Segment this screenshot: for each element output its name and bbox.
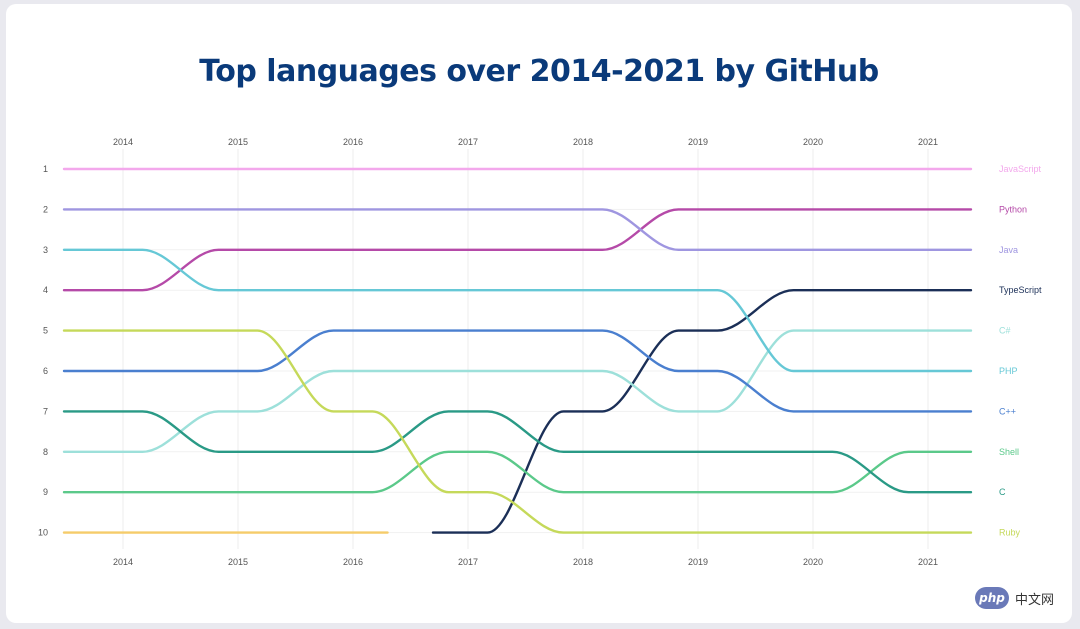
series-label-cpp: C++ [999,406,1016,416]
y-tick-8: 8 [43,447,48,457]
y-tick-4: 4 [43,285,48,295]
series-label-shell: Shell [999,447,1019,457]
y-tick-3: 3 [43,245,48,255]
series-line-ruby [62,329,973,534]
x-tick-bottom-2020: 2020 [803,557,823,567]
series-label-ruby: Ruby [999,528,1021,538]
series-lines [62,167,973,534]
x-tick-top-2018: 2018 [573,137,593,147]
y-tick-9: 9 [43,487,48,497]
x-tick-top-2017: 2017 [458,137,478,147]
bump-chart: 2014 2014 2015 2015 2016 2016 2017 2017 2018 2018… [38,137,1042,567]
x-tick-top-2020: 2020 [803,137,823,147]
series-line-shell [62,450,973,494]
series-label-java: Java [999,245,1018,255]
x-tick-bottom-2016: 2016 [343,557,363,567]
x-tick-top-2015: 2015 [228,137,248,147]
chart-title: Top languages over 2014-2021 by GitHub [199,54,879,89]
y-tick-6: 6 [43,366,48,376]
series-label-php: PHP [999,366,1018,376]
chart-card: Top languages over 2014-2021 by GitHub 2… [6,4,1072,623]
y-tick-2: 2 [43,204,48,214]
series-label-typescript: TypeScript [999,285,1042,295]
series-label-c: C [999,487,1006,497]
watermark: php 中文网 [974,587,1054,609]
series-line-python [62,208,973,292]
series-line-typescript [431,289,973,534]
y-tick-7: 7 [43,406,48,416]
series-label-javascript: JavaScript [999,164,1042,174]
axis-labels: 2014 2014 2015 2015 2016 2016 2017 2017 2018 2018… [38,137,1042,567]
x-tick-bottom-2019: 2019 [688,557,708,567]
x-tick-top-2016: 2016 [343,137,363,147]
series-label-python: Python [999,204,1027,214]
x-tick-bottom-2018: 2018 [573,557,593,567]
x-tick-top-2019: 2019 [688,137,708,147]
series-label-csharp: C# [999,326,1011,336]
series-line-csharp [62,329,973,453]
x-tick-bottom-2017: 2017 [458,557,478,567]
x-tick-top-2014: 2014 [113,137,133,147]
series-line-php [62,248,973,373]
x-tick-bottom-2015: 2015 [228,557,248,567]
x-tick-top-2021: 2021 [918,137,938,147]
series-line-java [62,208,973,251]
y-tick-10: 10 [38,528,48,538]
series-line-c [62,410,973,494]
watermark-text: 中文网 [1014,592,1054,608]
php-logo-icon: php [974,587,1009,609]
x-tick-bottom-2014: 2014 [113,557,133,567]
series-line-cpp [62,329,973,413]
x-tick-bottom-2021: 2021 [918,557,938,567]
y-tick-5: 5 [43,326,48,336]
y-tick-1: 1 [43,164,48,174]
